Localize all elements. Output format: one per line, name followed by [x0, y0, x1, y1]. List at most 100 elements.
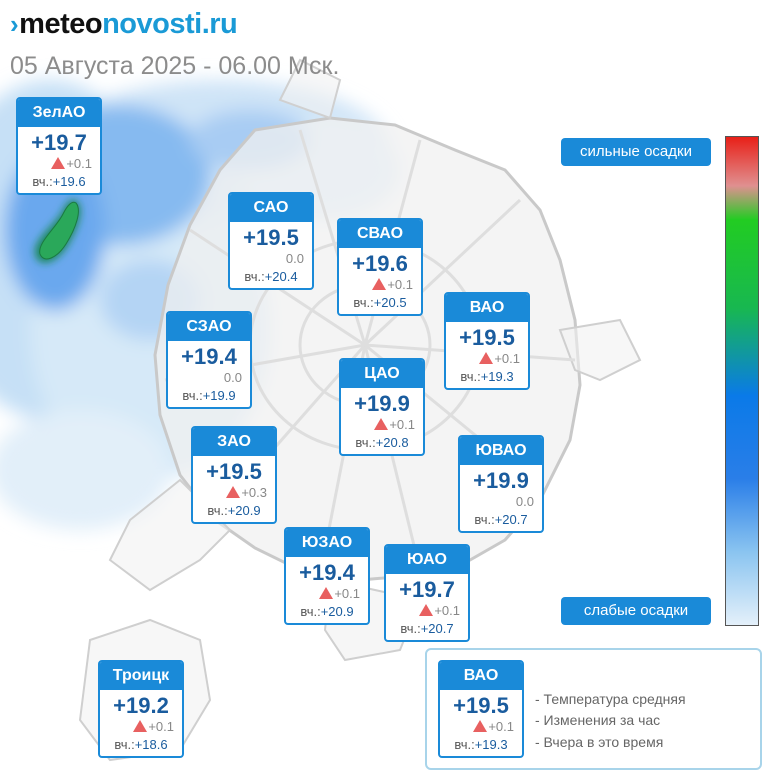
hourly-change: +0.1: [446, 351, 528, 367]
logo[interactable]: ›meteonovosti.ru: [10, 8, 238, 41]
change-value: +0.1: [488, 719, 514, 734]
hourly-change: +0.1: [339, 277, 421, 293]
district-card-zelao[interactable]: ЗелАО +19.7 +0.1 вч.:+19.6: [16, 97, 102, 195]
chevron-right-icon: ›: [10, 9, 19, 39]
district-card-yuao[interactable]: ЮАО +19.7 +0.1 вч.:+20.7: [384, 544, 470, 642]
forecast-datetime: 05 Августа 2025 - 06.00 Мск.: [10, 52, 340, 80]
yesterday-temp: вч.:+20.7: [386, 621, 468, 636]
yesterday-value: +20.9: [227, 503, 261, 518]
district-name: ЗелАО: [18, 99, 100, 127]
yesterday-label: вч.:: [353, 295, 374, 310]
yesterday-label: вч.:: [207, 503, 228, 518]
change-value: 0.0: [515, 494, 534, 509]
rise-arrow-icon: [374, 418, 389, 430]
district-temperature: +19.5: [459, 325, 515, 350]
yesterday-temp: вч.:+20.5: [339, 295, 421, 310]
district-name: ВАО: [440, 662, 522, 690]
yesterday-value: +19.3: [474, 737, 508, 752]
yesterday-temp: вч.:+19.3: [446, 369, 528, 384]
hourly-change: 0.0: [460, 494, 542, 510]
yesterday-value: +20.5: [373, 295, 407, 310]
district-name: СЗАО: [168, 313, 250, 341]
district-temperature: +19.4: [299, 560, 355, 585]
yesterday-temp: вч.:+19.3: [440, 737, 522, 752]
logo-text-meteo: meteo: [19, 8, 103, 40]
district-name: ВАО: [446, 294, 528, 322]
yesterday-value: +20.4: [264, 269, 298, 284]
hourly-change: +0.1: [18, 156, 100, 172]
rise-arrow-icon: [419, 604, 434, 616]
yesterday-temp: вч.:+20.9: [193, 503, 275, 518]
change-value: +0.1: [66, 156, 92, 171]
yesterday-value: +20.8: [375, 435, 409, 450]
change-value: +0.1: [334, 586, 360, 601]
district-card-yuzao[interactable]: ЮЗАО +19.4 +0.1 вч.:+20.9: [284, 527, 370, 625]
change-value: +0.1: [389, 417, 415, 432]
yesterday-temp: вч.:+19.9: [168, 388, 250, 403]
district-name: ЮВАО: [460, 437, 542, 465]
yesterday-value: +20.7: [420, 621, 454, 636]
rise-arrow-icon: [473, 720, 488, 732]
yesterday-value: +19.9: [202, 388, 236, 403]
rise-arrow-icon: [51, 157, 66, 169]
legend-item-avg-temp: - Температура средняя: [535, 691, 686, 707]
change-value: 0.0: [285, 251, 304, 266]
hourly-change: +0.1: [386, 603, 468, 619]
yesterday-label: вч.:: [454, 737, 475, 752]
hourly-change: 0.0: [230, 251, 312, 267]
change-value: +0.1: [434, 603, 460, 618]
hourly-change: +0.3: [193, 485, 275, 501]
yesterday-value: +19.6: [52, 174, 86, 189]
district-name: СВАО: [339, 220, 421, 248]
scale-label-light: слабые осадки: [561, 597, 711, 625]
district-temperature: +19.5: [453, 693, 509, 718]
district-temperature: +19.5: [243, 225, 299, 250]
district-temperature: +19.4: [181, 344, 237, 369]
yesterday-label: вч.:: [114, 737, 135, 752]
rise-arrow-icon: [319, 587, 334, 599]
rise-arrow-icon: [479, 352, 494, 364]
change-value: +0.1: [494, 351, 520, 366]
rise-arrow-icon: [372, 278, 387, 290]
district-card-vao[interactable]: ВАО +19.5 +0.1 вч.:+19.3: [444, 292, 530, 390]
yesterday-label: вч.:: [460, 369, 481, 384]
district-temperature: +19.7: [399, 577, 455, 602]
district-card-svao[interactable]: СВАО +19.6 +0.1 вч.:+20.5: [337, 218, 423, 316]
yesterday-temp: вч.:+20.8: [341, 435, 423, 450]
yesterday-temp: вч.:+20.9: [286, 604, 368, 619]
yesterday-label: вч.:: [244, 269, 265, 284]
district-name: ЦАО: [341, 360, 423, 388]
district-card-zao[interactable]: ЗАО +19.5 +0.3 вч.:+20.9: [191, 426, 277, 524]
legend-item-hourly-change: - Изменения за час: [535, 712, 661, 728]
district-temperature: +19.6: [352, 251, 408, 276]
district-card-cao[interactable]: ЦАО +19.9 +0.1 вч.:+20.8: [339, 358, 425, 456]
rise-arrow-icon: [226, 486, 241, 498]
scale-label-heavy: сильные осадки: [561, 138, 711, 166]
district-temperature: +19.7: [31, 130, 87, 155]
change-value: +0.3: [241, 485, 267, 500]
yesterday-label: вч.:: [355, 435, 376, 450]
yesterday-label: вч.:: [400, 621, 421, 636]
yesterday-value: +19.3: [480, 369, 514, 384]
district-temperature: +19.5: [206, 459, 262, 484]
hourly-change: 0.0: [168, 370, 250, 386]
change-value: 0.0: [223, 370, 242, 385]
change-value: +0.1: [387, 277, 413, 292]
district-card-sao[interactable]: САО +19.5 0.0 вч.:+20.4: [228, 192, 314, 290]
district-card-troitsk[interactable]: Троицк +19.2 +0.1 вч.:+18.6: [98, 660, 184, 758]
yesterday-temp: вч.:+19.6: [18, 174, 100, 189]
district-temperature: +19.2: [113, 693, 169, 718]
district-temperature: +19.9: [473, 468, 529, 493]
district-name: ЮАО: [386, 546, 468, 574]
district-name: САО: [230, 194, 312, 222]
district-name: ЮЗАО: [286, 529, 368, 557]
district-card-szao[interactable]: СЗАО +19.4 0.0 вч.:+19.9: [166, 311, 252, 409]
yesterday-label: вч.:: [474, 512, 495, 527]
heavy-precip-cell: [39, 201, 79, 260]
change-value: +0.1: [148, 719, 174, 734]
district-name: ЗАО: [193, 428, 275, 456]
yesterday-value: +20.7: [494, 512, 528, 527]
district-card-yuvao[interactable]: ЮВАО +19.9 0.0 вч.:+20.7: [458, 435, 544, 533]
yesterday-label: вч.:: [300, 604, 321, 619]
